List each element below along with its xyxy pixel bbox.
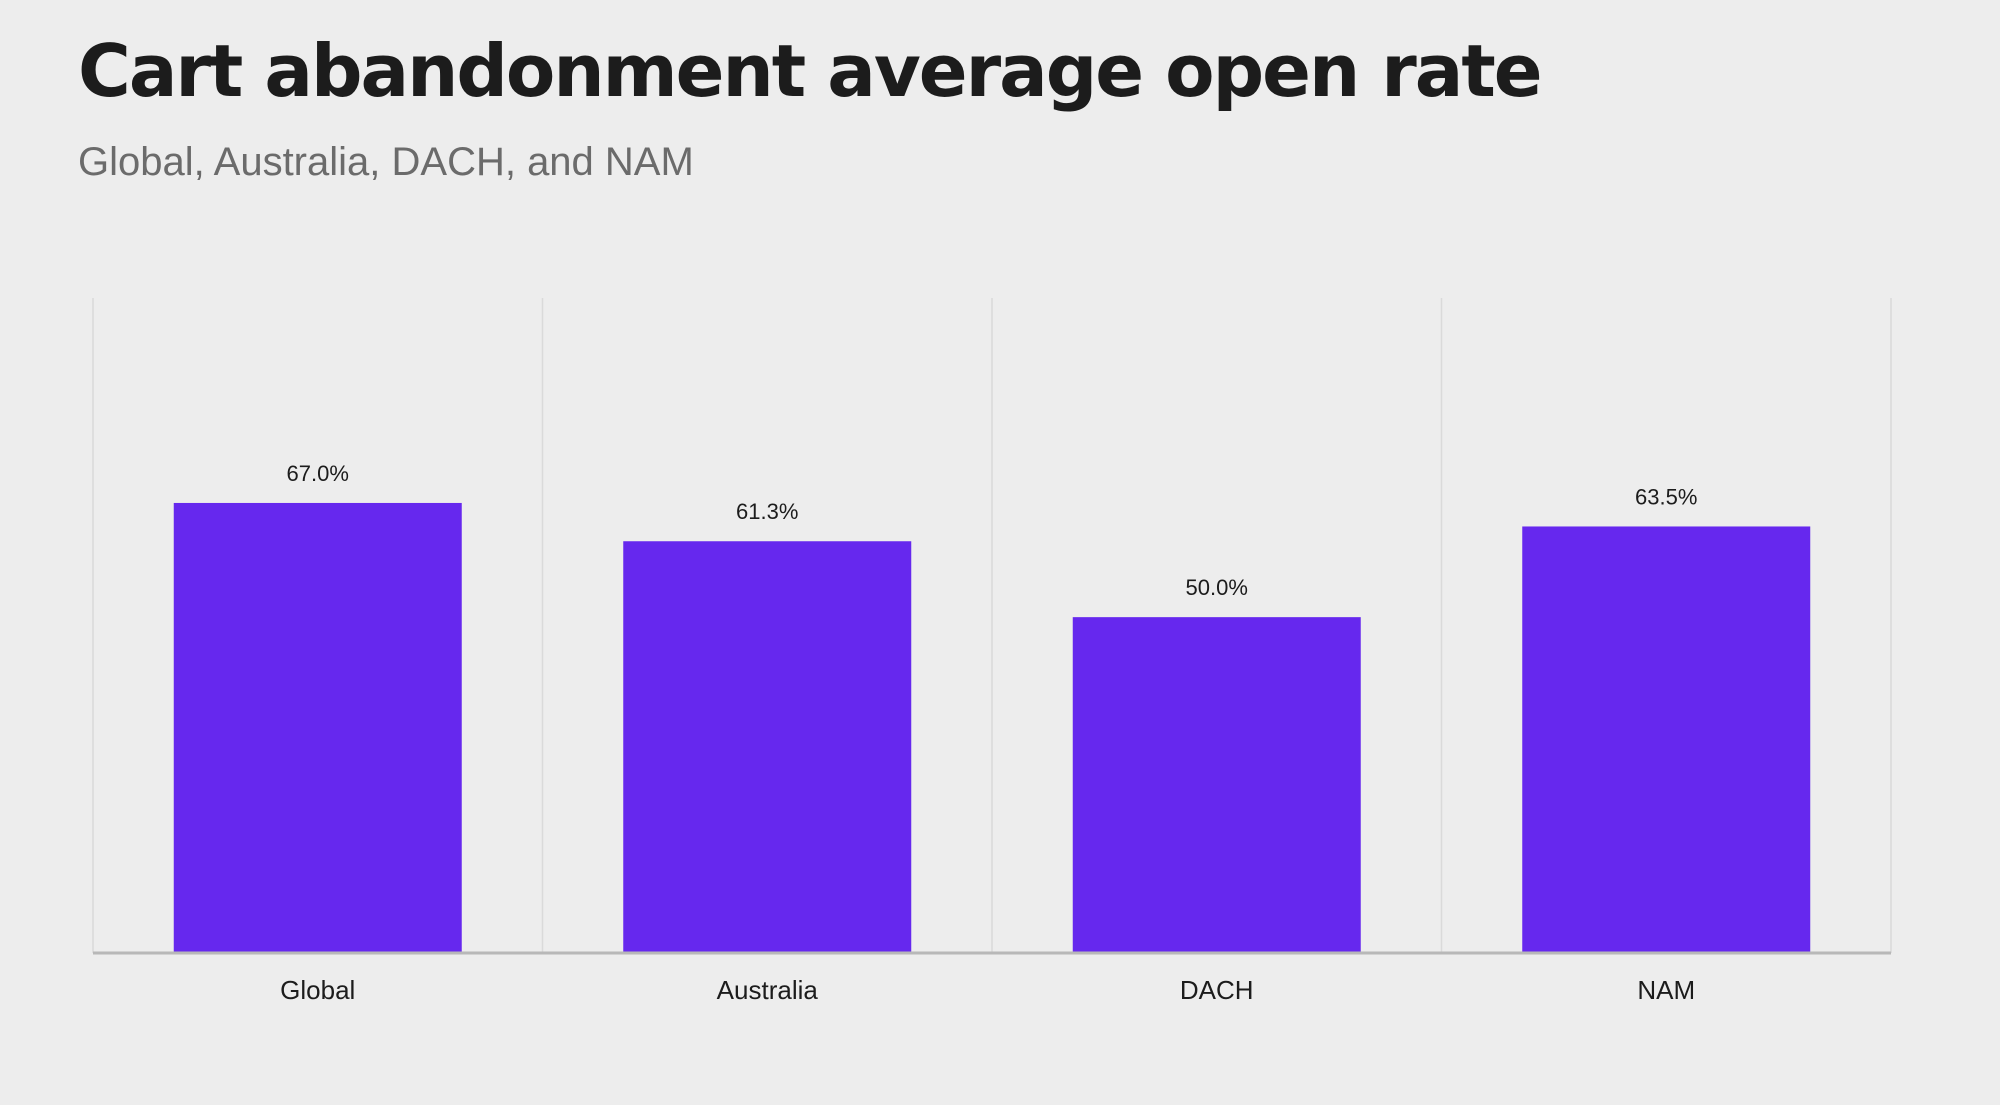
bars	[173, 502, 1811, 953]
bar-australia	[623, 541, 912, 953]
gridlines	[92, 298, 1892, 953]
value-label: 50.0%	[1186, 575, 1248, 600]
category-labels: Global Australia DACH NAM	[280, 975, 1695, 1005]
chart-title: Cart abandonment average open rate	[78, 29, 1543, 113]
value-labels: 67.0% 61.3% 50.0% 63.5%	[287, 461, 1698, 600]
category-label: Australia	[717, 975, 819, 1005]
bar-global	[173, 502, 462, 953]
chart-subtitle: Global, Australia, DACH, and NAM	[78, 140, 694, 184]
category-label: NAM	[1637, 975, 1695, 1005]
category-label: DACH	[1180, 975, 1254, 1005]
bar-dach	[1072, 617, 1361, 953]
value-label: 61.3%	[736, 499, 798, 524]
bar-nam	[1522, 526, 1811, 953]
value-label: 63.5%	[1635, 484, 1697, 509]
category-label: Global	[280, 975, 355, 1005]
value-label: 67.0%	[287, 461, 349, 486]
